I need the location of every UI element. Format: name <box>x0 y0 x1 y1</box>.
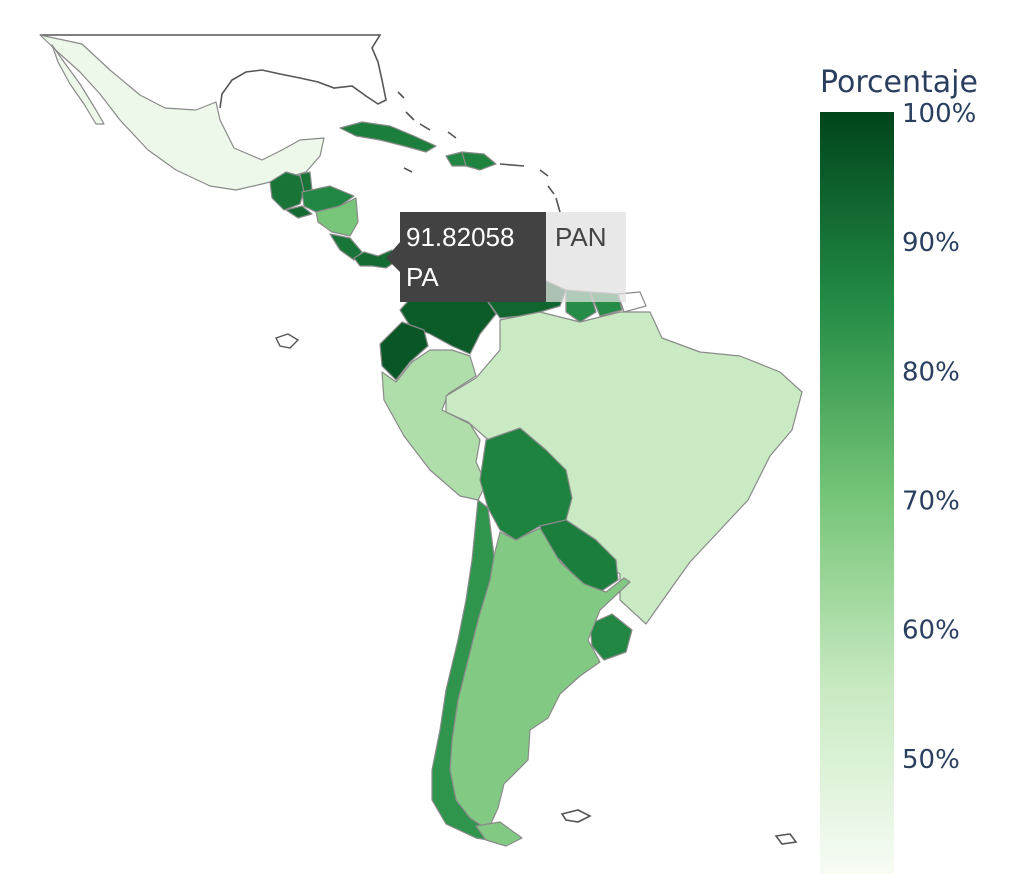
tooltip-side-box <box>546 212 626 302</box>
colorbar-ticks: 100% 90% 80% 70% 60% 50% <box>902 99 976 775</box>
island-falklands <box>560 809 592 823</box>
colorbar-tick-label: 80% <box>902 357 960 387</box>
country-cuba[interactable] <box>339 121 437 153</box>
colorbar-title: Porcentaje <box>820 65 978 100</box>
country-dominican-republic[interactable] <box>461 151 497 171</box>
country-el-salvador[interactable] <box>285 205 313 219</box>
caribbean-islands <box>397 91 561 213</box>
colorbar-tick-label: 50% <box>902 745 960 775</box>
country-nicaragua[interactable] <box>315 197 359 237</box>
colorbar-tick-label: 60% <box>902 616 960 646</box>
island-galapagos <box>275 333 300 349</box>
country-uruguay[interactable] <box>589 613 633 661</box>
tooltip-box <box>400 212 546 302</box>
tooltip-location-code: PAN <box>555 222 607 252</box>
usa-coastline <box>40 34 387 109</box>
island-south-georgia <box>774 833 798 845</box>
colorbar <box>820 112 894 874</box>
country-argentina-tdf[interactable] <box>475 821 523 847</box>
country-mexico-baja[interactable] <box>51 44 105 125</box>
country-guatemala[interactable] <box>269 171 305 211</box>
colorbar-tick-label: 90% <box>902 228 960 258</box>
tooltip-label: PA <box>406 262 439 292</box>
country-ecuador[interactable] <box>379 321 429 381</box>
hover-tooltip: 91.82058 PAN PA <box>386 212 626 302</box>
colorbar-tick-label: 70% <box>902 486 960 516</box>
tooltip-pointer <box>386 242 400 272</box>
tooltip-value: 91.82058 <box>406 222 514 252</box>
colorbar-tick-label: 100% <box>902 99 976 129</box>
country-mexico[interactable] <box>39 34 325 191</box>
